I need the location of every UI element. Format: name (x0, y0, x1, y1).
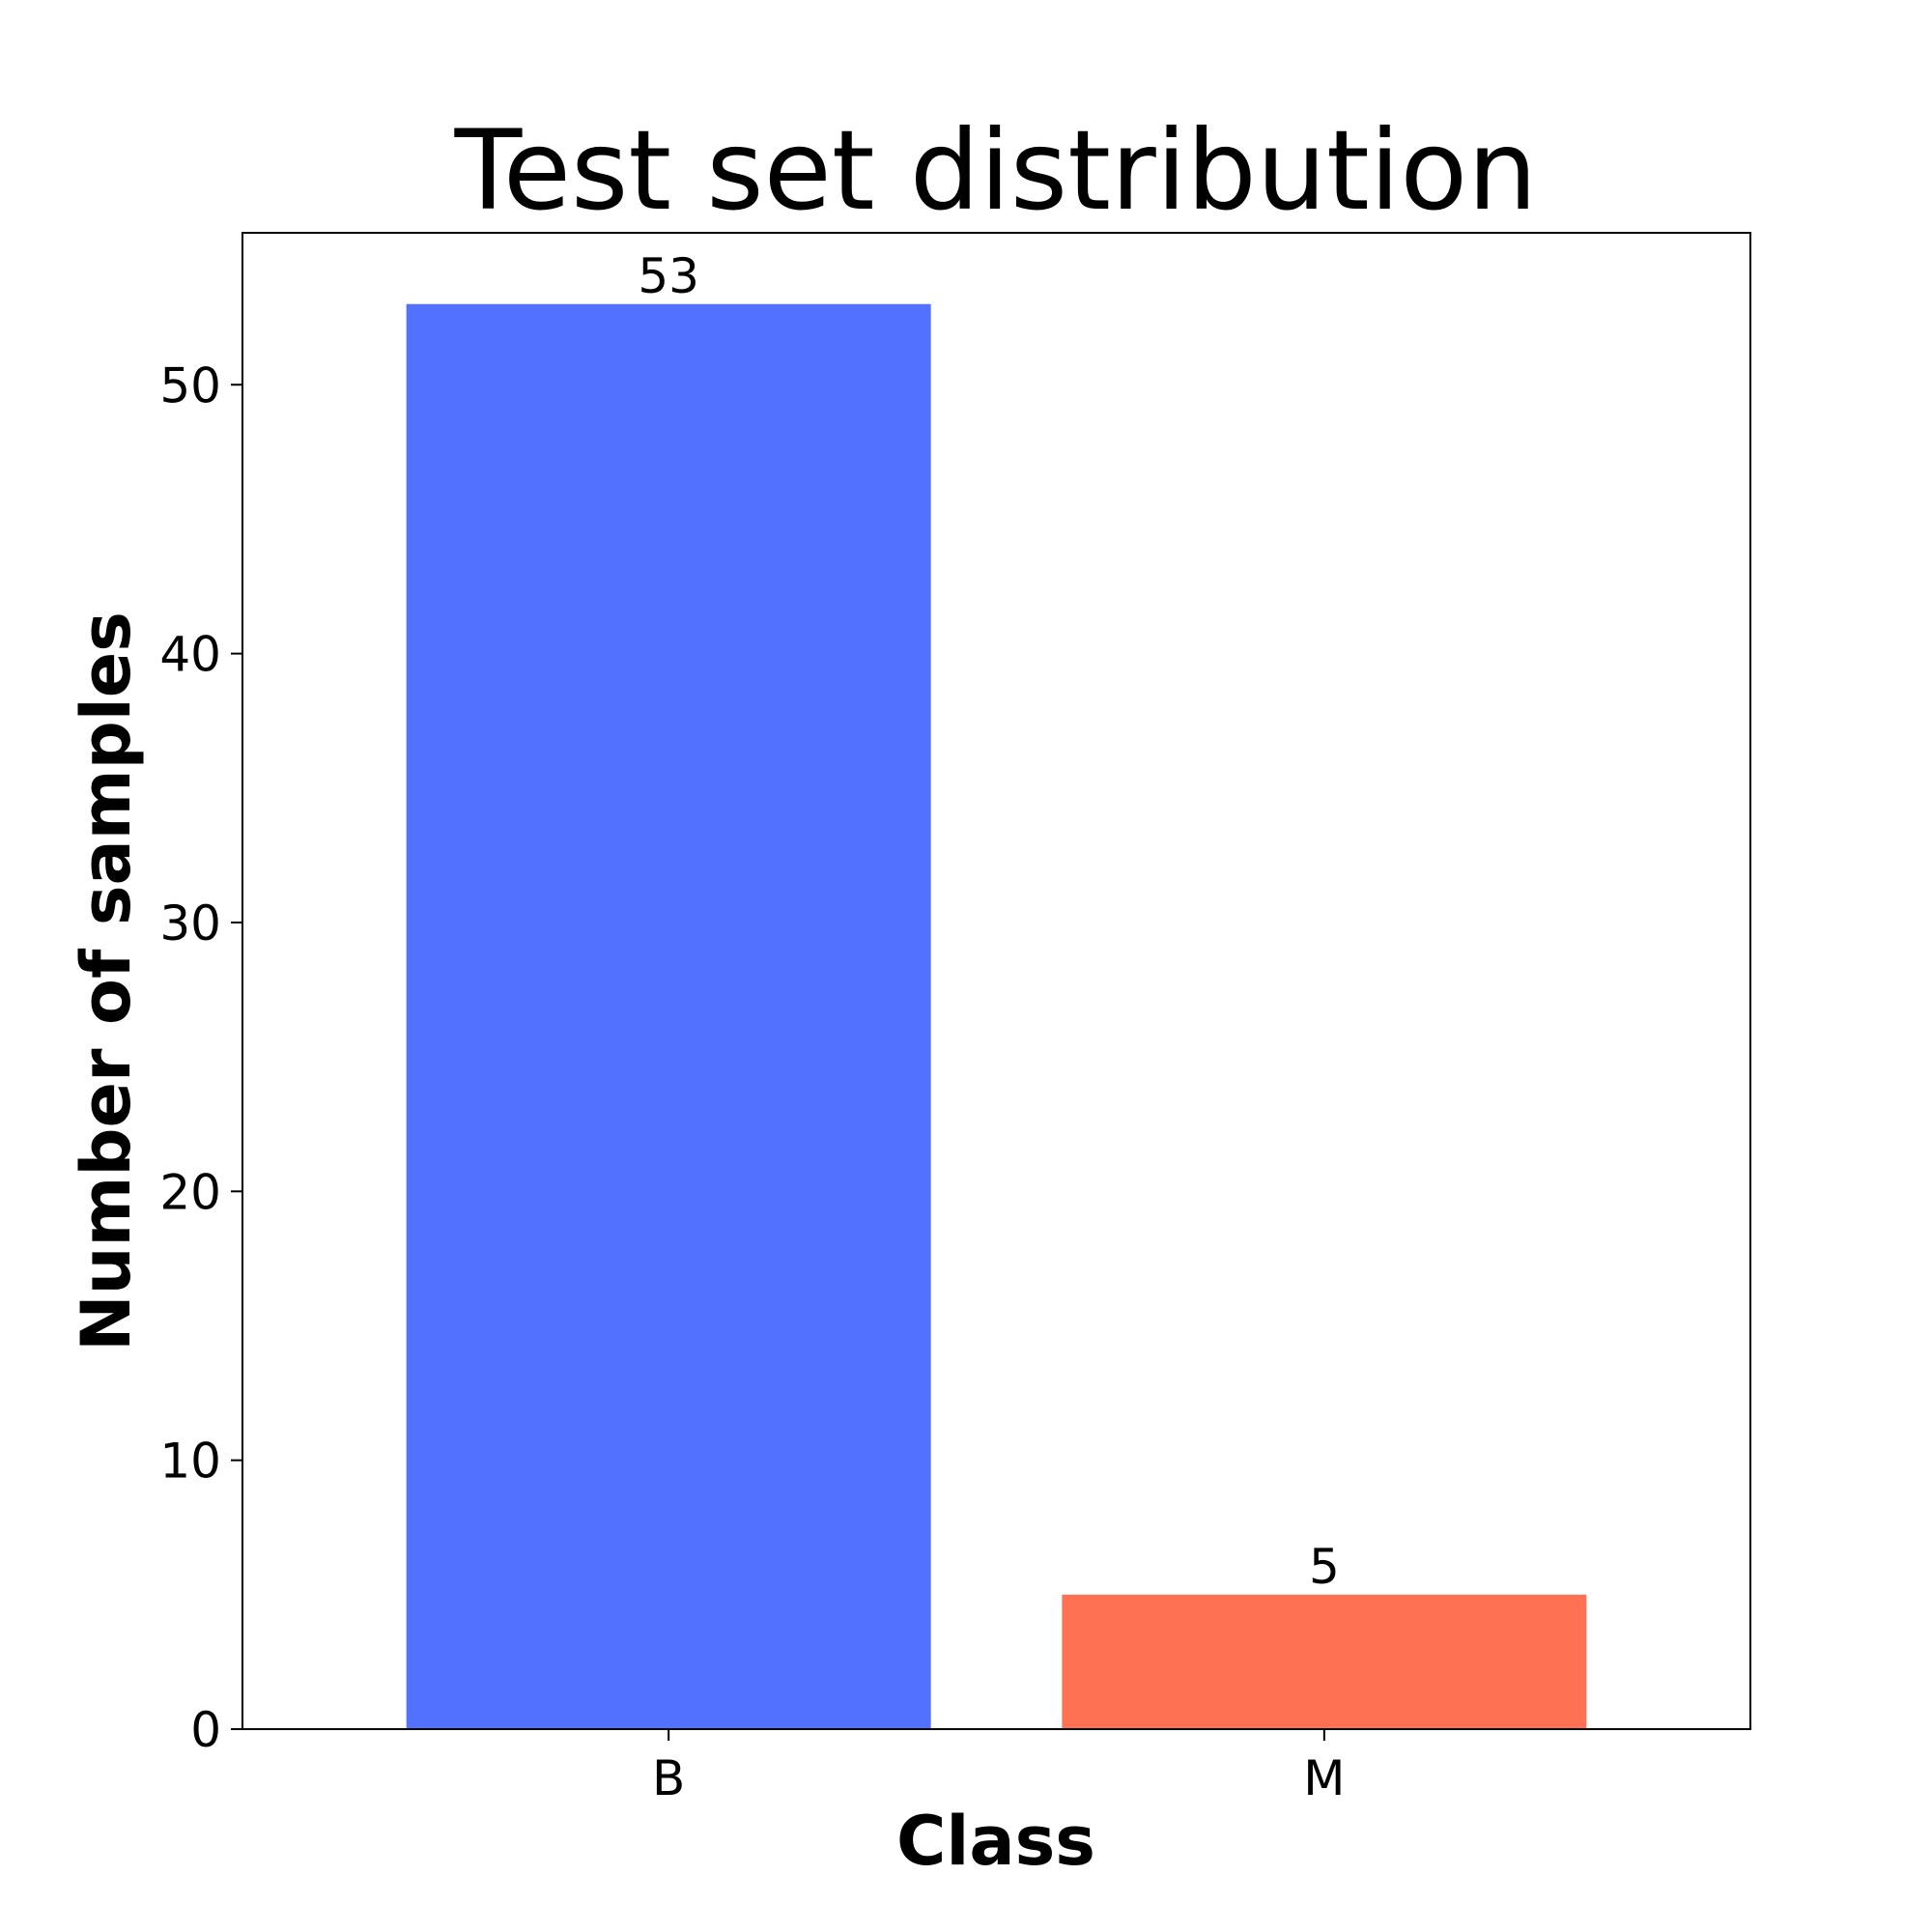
y-axis-ticks: 0 10 20 30 40 50 (159, 357, 242, 1758)
y-tick-label: 30 (159, 895, 221, 952)
x-tick-label: B (652, 1750, 685, 1806)
bar-B (406, 303, 931, 1729)
y-tick-label: 50 (159, 357, 221, 413)
plot-frame (242, 232, 1751, 1730)
chart-title: Test set distribution (454, 106, 1538, 235)
data-label-M: 5 (1309, 1539, 1340, 1595)
y-axis-label: Number of samples (67, 611, 146, 1351)
data-labels: 53 5 (638, 248, 1339, 1595)
y-tick-label: 0 (190, 1702, 221, 1758)
y-tick-label: 10 (159, 1434, 221, 1490)
x-axis-label: Class (896, 1802, 1095, 1881)
y-tick-label: 20 (159, 1164, 221, 1220)
bar-M (1062, 1594, 1587, 1729)
data-label-B: 53 (638, 248, 699, 304)
bars (406, 303, 1587, 1729)
y-tick-label: 40 (159, 627, 221, 683)
x-tick-label: M (1303, 1750, 1345, 1806)
